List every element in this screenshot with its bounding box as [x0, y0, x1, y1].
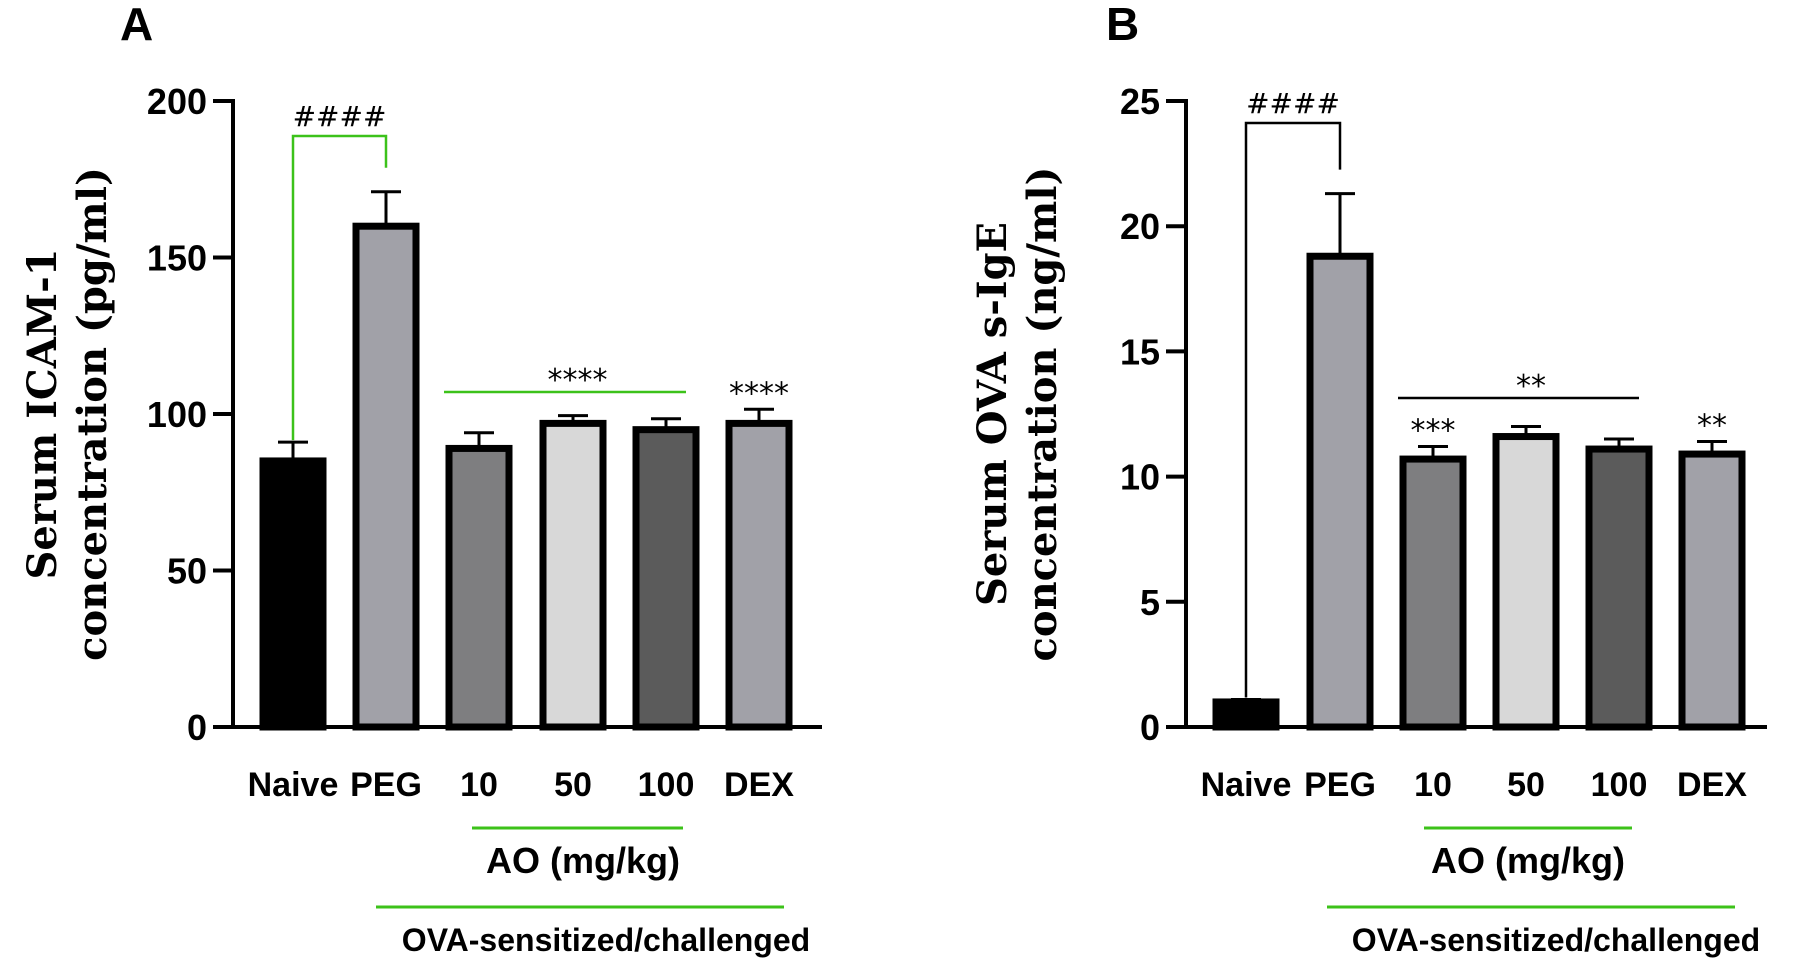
bar — [1492, 433, 1560, 731]
significance-bracket — [291, 134, 388, 441]
bar — [352, 222, 420, 731]
x-tick-label: 100 — [1591, 766, 1648, 804]
panel-a: A Serum ICAM-1 concentration (pg/ml) 0 50 100… — [19, 0, 822, 958]
panel-b: B Serum OVA s-IgE concentration (ng/ml) 0 5 1… — [969, 0, 1767, 958]
ao-group-label: AO (mg/kg) — [1431, 840, 1625, 881]
bar-significance-label: **** — [729, 376, 789, 411]
bar — [632, 426, 700, 731]
bracket-label: #### — [1246, 87, 1340, 120]
y-axis-label-line2: concentration (ng/ml) — [1019, 167, 1066, 662]
x-tick-label: 50 — [554, 766, 592, 804]
x-tick-label: Naive — [248, 766, 339, 804]
bar-significance-label: *** — [1411, 414, 1456, 449]
bar — [259, 457, 327, 731]
x-tick-label: PEG — [1304, 766, 1376, 804]
x-tick-label: 100 — [638, 766, 695, 804]
x-tick-label: PEG — [350, 766, 422, 804]
y-tick-label: 50 — [167, 551, 207, 592]
y-tick-label: 15 — [1120, 331, 1160, 372]
bar — [445, 444, 513, 731]
y-tick-label: 0 — [187, 707, 207, 748]
bar — [539, 419, 607, 731]
x-tick-label: Naive — [1201, 766, 1292, 804]
y-tick-label: 10 — [1120, 457, 1160, 498]
bar — [1212, 698, 1280, 731]
panel-letter: B — [1106, 0, 1139, 50]
ova-group-label: OVA-sensitized/challenged — [1352, 922, 1760, 958]
y-axis-label-line2: concentration (pg/ml) — [69, 167, 116, 661]
panel-letter: A — [120, 0, 153, 50]
x-tick-label: DEX — [1677, 766, 1747, 804]
y-axis-label-line1: Serum OVA s-IgE — [969, 222, 1016, 606]
x-tick-label: DEX — [724, 766, 794, 804]
y-tick-label: 100 — [147, 394, 207, 435]
bar — [1678, 450, 1746, 731]
y-tick-label: 25 — [1120, 81, 1160, 122]
group-significance-label: ** — [1516, 369, 1546, 404]
y-tick-label: 200 — [147, 81, 207, 122]
y-tick-label: 0 — [1140, 707, 1160, 748]
bracket-label: #### — [293, 100, 387, 133]
x-tick-label: 10 — [1414, 766, 1452, 804]
x-tick-label: 10 — [460, 766, 498, 804]
y-tick-label: 150 — [147, 238, 207, 279]
bar — [1306, 252, 1374, 731]
bar — [1585, 445, 1653, 731]
bar — [1399, 455, 1467, 731]
bar-significance-label: ** — [1697, 409, 1727, 444]
y-tick-label: 20 — [1120, 206, 1160, 247]
bar — [725, 419, 793, 731]
ao-group-label: AO (mg/kg) — [486, 840, 680, 881]
y-axis-label-line1: Serum ICAM-1 — [19, 248, 66, 579]
x-tick-label: 50 — [1507, 766, 1545, 804]
group-significance-label: **** — [548, 363, 608, 398]
y-tick-label: 5 — [1140, 582, 1160, 623]
significance-bracket — [1244, 121, 1342, 698]
ova-group-label: OVA-sensitized/challenged — [402, 922, 810, 958]
